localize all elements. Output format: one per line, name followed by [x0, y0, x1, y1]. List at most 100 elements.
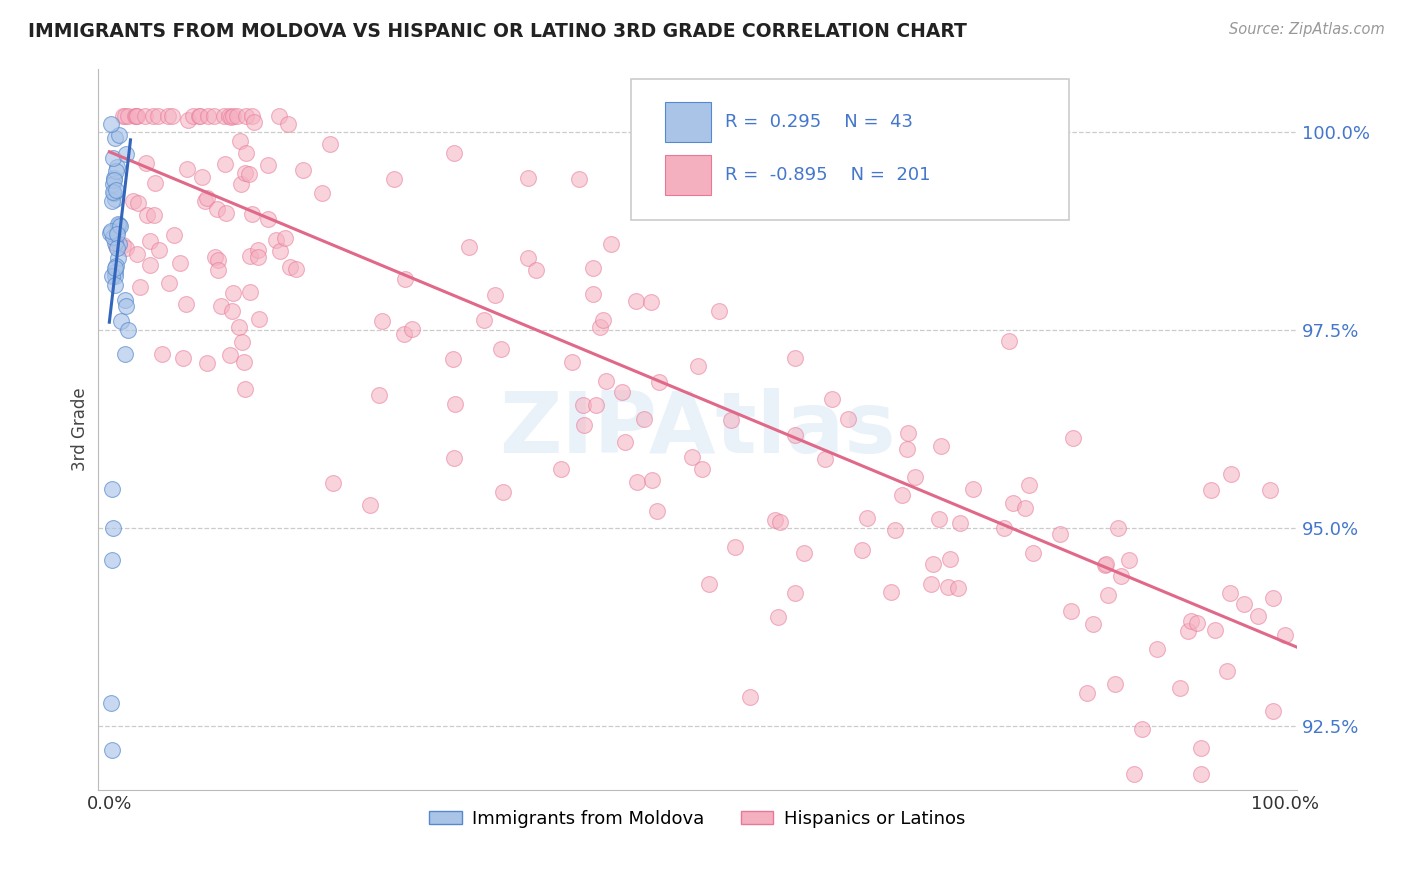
Point [998, 334, 1021, 348]
Point [1233, 597, 1256, 611]
Point [517, 252, 540, 266]
Point [103, 171, 125, 186]
Point [105, 259, 128, 273]
Point [207, 253, 229, 268]
Point [572, 418, 595, 433]
Point [108, 128, 131, 143]
Point [595, 374, 617, 388]
Point [229, 134, 252, 148]
Point [492, 484, 515, 499]
Point [101, 230, 124, 244]
Point [143, 208, 166, 222]
Point [157, 277, 180, 291]
Point [104, 235, 127, 250]
Point [115, 241, 138, 255]
Point [104, 261, 127, 276]
Point [707, 303, 730, 318]
Point [472, 313, 495, 327]
Point [648, 375, 671, 389]
Point [107, 251, 129, 265]
Point [257, 211, 280, 226]
Point [111, 109, 134, 123]
Point [1049, 526, 1071, 541]
Point [100, 696, 122, 710]
Point [561, 355, 583, 369]
Point [239, 285, 262, 299]
Point [936, 580, 959, 594]
Point [904, 470, 927, 484]
Point [247, 250, 270, 264]
FancyBboxPatch shape [631, 79, 1069, 220]
Point [1189, 767, 1212, 781]
Point [1076, 686, 1098, 700]
Point [740, 690, 762, 705]
Point [222, 286, 245, 301]
FancyBboxPatch shape [665, 155, 710, 194]
Point [101, 151, 124, 165]
Point [235, 165, 257, 179]
Point [612, 385, 634, 400]
Point [150, 347, 173, 361]
Point [1247, 608, 1270, 623]
Point [443, 450, 465, 465]
Point [100, 743, 122, 757]
Point [195, 191, 218, 205]
Point [1177, 624, 1199, 638]
Point [920, 576, 942, 591]
Point [880, 584, 903, 599]
Point [814, 452, 837, 467]
Point [100, 117, 122, 131]
Point [169, 256, 191, 270]
Point [214, 157, 236, 171]
Point [228, 319, 250, 334]
Point [484, 288, 506, 302]
Point [368, 387, 391, 401]
Point [1002, 496, 1025, 510]
Point [235, 146, 257, 161]
Point [318, 136, 340, 151]
Point [284, 262, 307, 277]
Point [204, 109, 226, 123]
Point [111, 238, 134, 252]
Point [277, 118, 299, 132]
Point [163, 227, 186, 242]
Point [181, 109, 204, 123]
Point [1122, 767, 1144, 781]
Point [240, 207, 263, 221]
Point [105, 224, 128, 238]
Point [235, 109, 257, 123]
Point [1204, 623, 1226, 637]
Point [129, 279, 152, 293]
Point [1219, 467, 1241, 481]
Point [458, 240, 481, 254]
Point [108, 218, 131, 232]
Point [641, 473, 664, 487]
Point [114, 109, 136, 123]
Text: Source: ZipAtlas.com: Source: ZipAtlas.com [1229, 22, 1385, 37]
Point [1094, 557, 1116, 571]
Point [124, 109, 146, 123]
Point [221, 303, 243, 318]
Point [107, 217, 129, 231]
Point [550, 461, 572, 475]
Point [204, 250, 226, 264]
Point [135, 155, 157, 169]
Point [114, 147, 136, 161]
Point [139, 258, 162, 272]
Point [697, 577, 720, 591]
Point [114, 299, 136, 313]
Point [218, 109, 240, 123]
Point [686, 359, 709, 373]
Point [172, 351, 194, 365]
Point [640, 294, 662, 309]
Point [1081, 617, 1104, 632]
Point [821, 392, 844, 407]
Point [117, 109, 139, 123]
Point [949, 516, 972, 530]
Point [581, 287, 603, 301]
Point [793, 546, 815, 560]
Point [921, 557, 943, 571]
Text: R =  -0.895    N =  201: R = -0.895 N = 201 [725, 166, 931, 184]
Point [142, 109, 165, 123]
Point [278, 260, 301, 275]
